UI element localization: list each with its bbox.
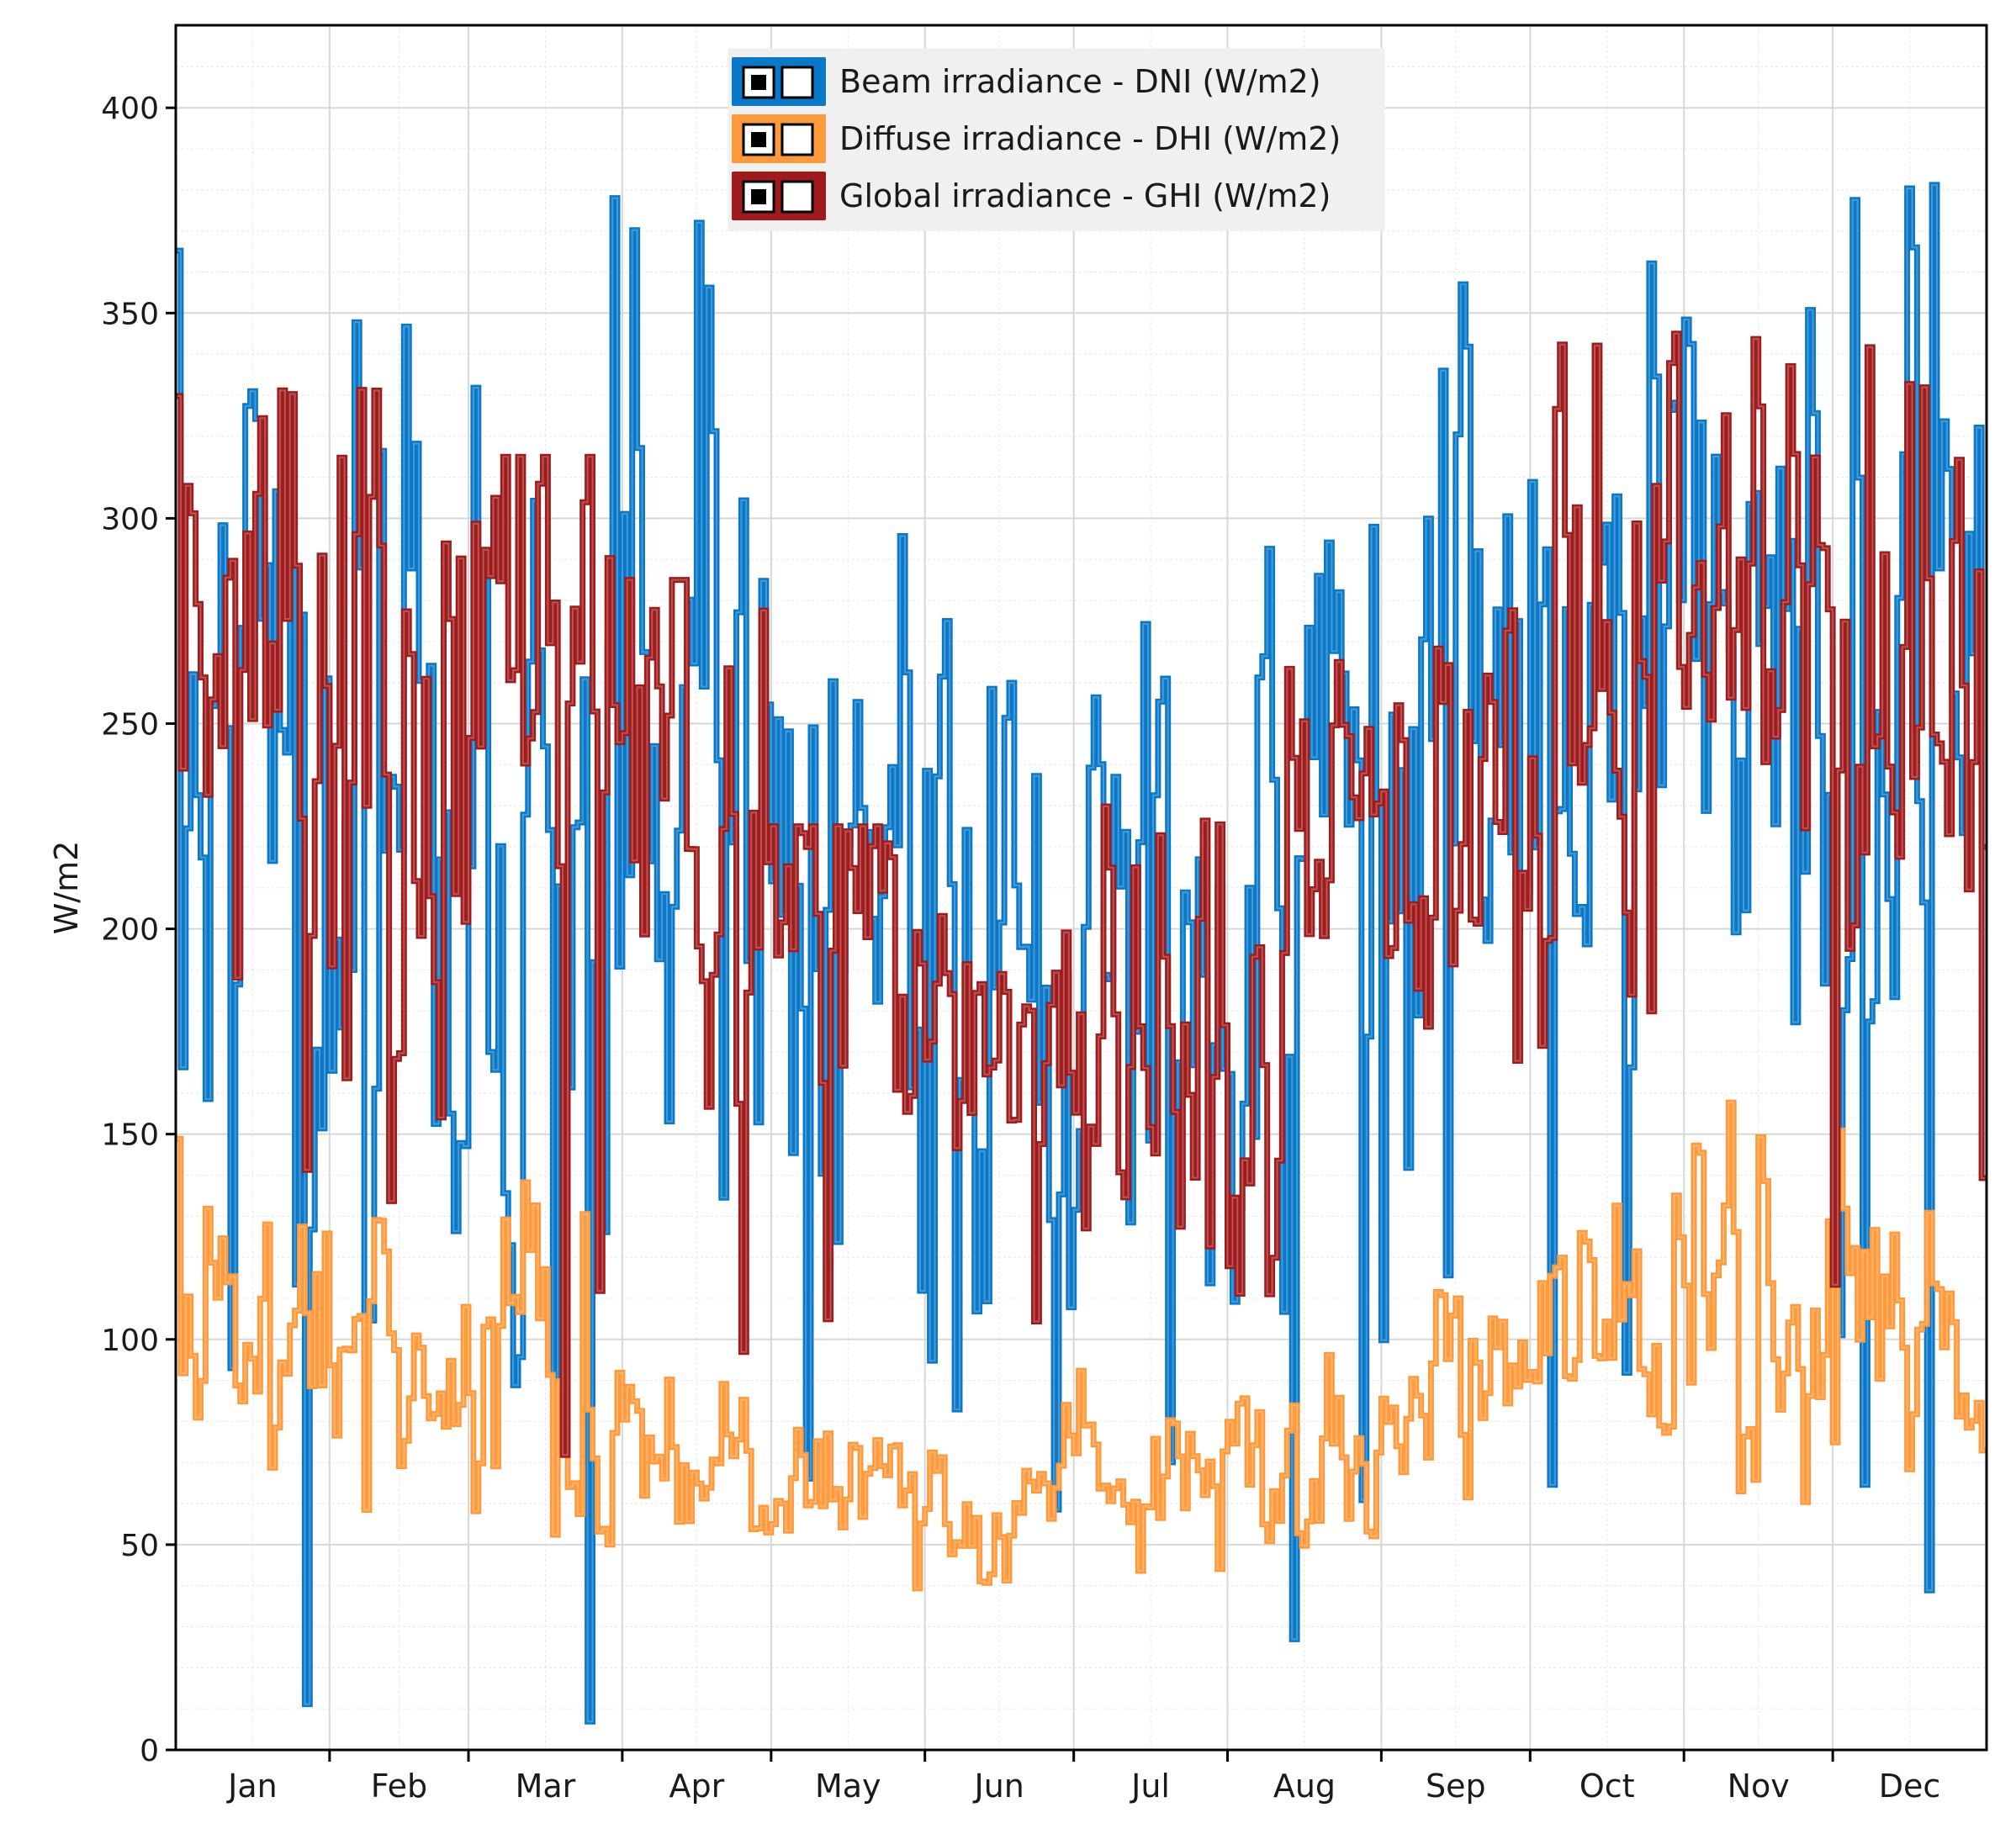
series-line-dhi-outer: [176, 1099, 1987, 1592]
y-tick-label: 300: [101, 502, 159, 536]
legend-label-ghi: Global irradiance - GHI (W/m2): [839, 177, 1331, 214]
series-line-ghi-outer: [176, 330, 1987, 1458]
y-tick-label: 250: [101, 708, 159, 743]
x-tick-label-aug: Aug: [1273, 1768, 1336, 1805]
legend-label-dni: Beam irradiance - DNI (W/m2): [839, 63, 1321, 100]
x-tick-label-sep: Sep: [1426, 1768, 1486, 1805]
axes-layer: 0 50 100 150 200 250 300 350 400 Jan Feb Mar Apr May J…: [48, 24, 1988, 1805]
x-tick-label-dec: Dec: [1879, 1768, 1941, 1805]
y-tick-label: 350: [101, 297, 159, 331]
legend-checkbox-mark: [751, 132, 766, 147]
y-tick-label: 0: [140, 1734, 159, 1768]
y-axis-label: W/m2: [48, 841, 85, 935]
y-tick-label: 400: [101, 92, 159, 126]
plot-frame: [174, 24, 1988, 1752]
y-tick-label: 50: [120, 1529, 159, 1563]
legend-box: [728, 48, 1385, 231]
x-tick-label-may: May: [815, 1768, 881, 1805]
x-tick-label-jun: Jun: [972, 1768, 1024, 1805]
legend-label-dhi: Diffuse irradiance - DHI (W/m2): [839, 120, 1341, 157]
legend-toggle-ghi[interactable]: [780, 180, 814, 214]
y-tick-label: 150: [101, 1118, 159, 1153]
x-tick-label-jan: Jan: [226, 1768, 278, 1805]
legend[interactable]: Beam irradiance - DNI (W/m2) Diffuse irra…: [728, 48, 1385, 231]
y-tick-label: 200: [101, 913, 159, 948]
x-tick-label-oct: Oct: [1579, 1768, 1635, 1805]
x-tick-label-mar: Mar: [516, 1768, 576, 1805]
x-tick-label-jul: Jul: [1130, 1768, 1170, 1805]
x-tick-label-apr: Apr: [669, 1768, 724, 1805]
legend-toggle-dhi[interactable]: [780, 123, 814, 156]
series-layer: [176, 182, 1987, 1725]
legend-checkbox-mark: [751, 75, 766, 90]
legend-checkbox-mark: [751, 189, 766, 204]
x-tick-label-feb: Feb: [371, 1768, 427, 1805]
series-line-dhi-inner: [176, 1102, 1987, 1589]
x-tick-label-nov: Nov: [1728, 1768, 1790, 1805]
series-line-ghi-inner: [176, 332, 1987, 1456]
legend-toggle-dni[interactable]: [780, 66, 814, 99]
legend-checkbox-dhi[interactable]: [742, 123, 775, 156]
y-tick-label: 100: [101, 1324, 159, 1358]
